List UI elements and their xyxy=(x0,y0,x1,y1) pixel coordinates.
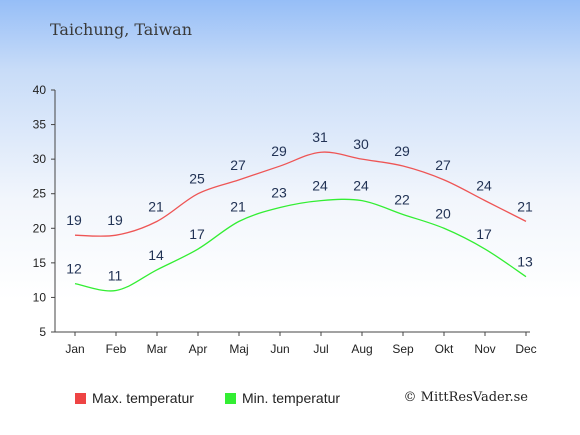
x-tick-label: Nov xyxy=(474,342,495,356)
y-tick-label: 10 xyxy=(33,290,47,304)
data-label-min: 17 xyxy=(476,226,492,242)
data-label-max: 25 xyxy=(189,171,205,187)
data-label-max: 30 xyxy=(353,136,369,152)
y-tick-label: 20 xyxy=(33,221,47,235)
chart-title: Taichung, Taiwan xyxy=(50,20,192,39)
data-label-min: 24 xyxy=(312,178,328,194)
legend-label-max: Max. temperatur xyxy=(92,390,194,406)
data-label-max: 21 xyxy=(517,198,533,214)
data-label-min: 23 xyxy=(271,185,287,201)
legend-swatch-min xyxy=(225,392,236,404)
y-tick-label: 25 xyxy=(33,187,47,201)
data-label-max: 24 xyxy=(476,178,492,194)
data-label-max: 19 xyxy=(66,212,82,228)
y-tick-label: 35 xyxy=(33,118,47,132)
legend-item-max: Max. temperatur xyxy=(75,390,194,406)
x-tick-label: Jan xyxy=(65,342,84,356)
legend-label-min: Min. temperatur xyxy=(242,390,341,406)
x-tick-label: Sep xyxy=(392,342,414,356)
data-label-min: 11 xyxy=(108,268,123,284)
x-tick-label: Maj xyxy=(229,342,248,356)
y-tick-label: 5 xyxy=(39,325,46,339)
data-label-max: 19 xyxy=(107,212,123,228)
x-tick-label: Feb xyxy=(106,342,127,356)
data-label-min: 12 xyxy=(66,261,82,277)
data-label-min: 20 xyxy=(435,205,451,221)
copyright-text: © MittResVader.se xyxy=(403,390,528,405)
data-label-max: 21 xyxy=(148,198,164,214)
series-line-min xyxy=(74,198,527,292)
data-label-max: 29 xyxy=(394,143,410,159)
legend-item-min: Min. temperatur xyxy=(225,390,340,406)
x-tick-label: Aug xyxy=(351,342,372,356)
y-tick-label: 40 xyxy=(33,83,47,97)
series-line-max xyxy=(74,151,527,237)
data-label-min: 13 xyxy=(517,254,533,270)
x-tick-label: Mar xyxy=(147,342,168,356)
x-tick-label: Jul xyxy=(313,342,328,356)
data-label-min: 21 xyxy=(230,198,246,214)
data-label-min: 22 xyxy=(394,191,410,207)
x-tick-label: Jun xyxy=(270,342,289,356)
data-label-max: 27 xyxy=(435,157,451,173)
data-label-max: 31 xyxy=(312,129,328,145)
data-label-min: 14 xyxy=(148,247,164,263)
y-tick-label: 15 xyxy=(33,256,47,270)
y-tick-label: 30 xyxy=(33,152,47,166)
data-label-min: 24 xyxy=(353,178,369,194)
data-label-max: 27 xyxy=(230,157,246,173)
data-label-max: 29 xyxy=(271,143,287,159)
x-tick-label: Dec xyxy=(515,342,536,356)
legend-swatch-max xyxy=(75,392,86,404)
x-tick-label: Apr xyxy=(189,342,208,356)
data-label-min: 17 xyxy=(189,226,205,242)
x-tick-label: Okt xyxy=(435,342,454,356)
